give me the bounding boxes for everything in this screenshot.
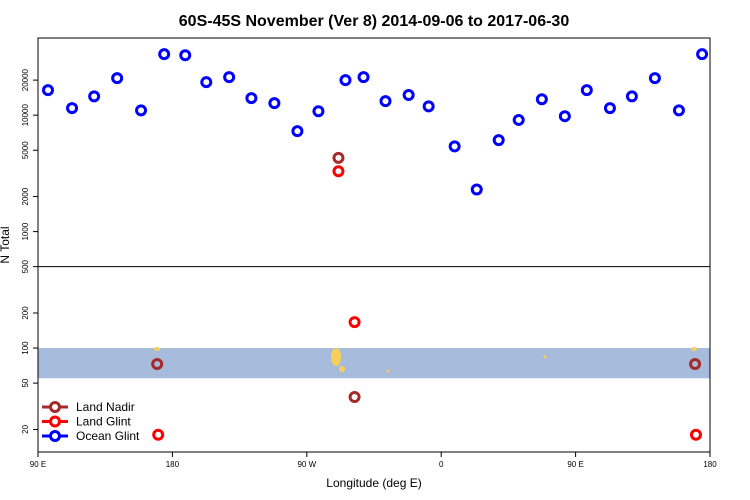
point <box>88 90 101 103</box>
x-tick-label: 90 E <box>567 460 583 469</box>
x-tick-label: 0 <box>439 460 444 469</box>
legend-marker <box>49 430 61 442</box>
point <box>603 102 616 115</box>
point <box>152 428 165 441</box>
y-tick-label: 500 <box>21 259 30 273</box>
y-tick-label: 1000 <box>21 222 30 240</box>
shaded-band <box>38 348 710 379</box>
y-tick-label: 20 <box>21 424 30 433</box>
x-tick-label: 180 <box>166 460 180 469</box>
point <box>558 110 571 123</box>
y-axis-label: N Total <box>0 226 12 263</box>
point <box>470 183 483 196</box>
point <box>312 105 325 118</box>
point <box>357 71 370 84</box>
chart-title: 60S-45S November (Ver 8) 2014-09-06 to 2… <box>179 13 570 30</box>
point <box>179 49 192 62</box>
point <box>535 93 548 106</box>
y-tick-label: 2000 <box>21 187 30 205</box>
land-shape <box>154 347 160 351</box>
point <box>580 84 593 97</box>
point <box>245 92 258 105</box>
point <box>512 113 525 126</box>
y-tick-label: 200 <box>21 306 30 320</box>
land-shapes <box>154 347 697 373</box>
point <box>689 357 702 370</box>
legend-label: Land Nadir <box>76 400 135 414</box>
y-tick-label: 20000 <box>21 68 30 91</box>
legend-marker <box>49 415 61 428</box>
y-tick-label: 50 <box>21 378 30 387</box>
point <box>268 97 281 110</box>
land-shape <box>386 369 390 373</box>
point <box>332 165 345 178</box>
legend-marker <box>49 401 61 413</box>
y-tick-label: 10000 <box>21 103 30 126</box>
point <box>689 428 702 441</box>
land-shape <box>543 355 547 359</box>
plot-frame <box>37 37 711 453</box>
x-tick-label: 180 <box>703 460 717 469</box>
legend-label: Land Glint <box>76 415 131 429</box>
point <box>158 48 171 61</box>
land-shape <box>339 366 345 372</box>
point <box>339 74 352 87</box>
point <box>492 134 505 147</box>
point <box>151 357 164 370</box>
point <box>672 104 685 117</box>
x-tick-label: 90 W <box>297 460 316 469</box>
point <box>348 390 361 403</box>
point <box>696 48 709 61</box>
point <box>291 125 304 138</box>
point <box>200 76 213 89</box>
point <box>42 84 55 97</box>
point <box>332 151 345 164</box>
point <box>402 89 415 102</box>
y-tick-label: 5000 <box>21 141 30 159</box>
land-shape <box>331 348 341 366</box>
shade-layer <box>38 348 710 379</box>
point <box>625 90 638 103</box>
point <box>379 95 392 108</box>
point <box>422 100 435 113</box>
x-tick-label: 90 E <box>30 460 46 469</box>
legend-label: Ocean Glint <box>76 429 140 443</box>
point <box>448 140 461 153</box>
point <box>223 71 236 84</box>
y-tick-label: 100 <box>21 341 30 355</box>
point <box>135 104 148 117</box>
point <box>111 72 124 85</box>
point <box>648 72 661 85</box>
point <box>348 316 361 329</box>
land-shape <box>691 347 697 351</box>
x-axis-label: Longitude (deg E) <box>326 476 421 490</box>
point <box>66 102 79 115</box>
